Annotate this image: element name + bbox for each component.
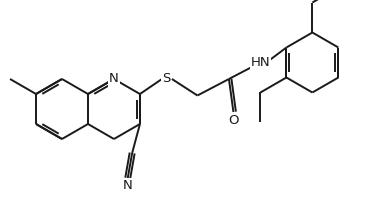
- Text: N: N: [123, 179, 133, 192]
- Text: HN: HN: [251, 56, 270, 69]
- Text: N: N: [109, 72, 119, 85]
- Text: S: S: [162, 72, 170, 85]
- Text: O: O: [228, 114, 239, 127]
